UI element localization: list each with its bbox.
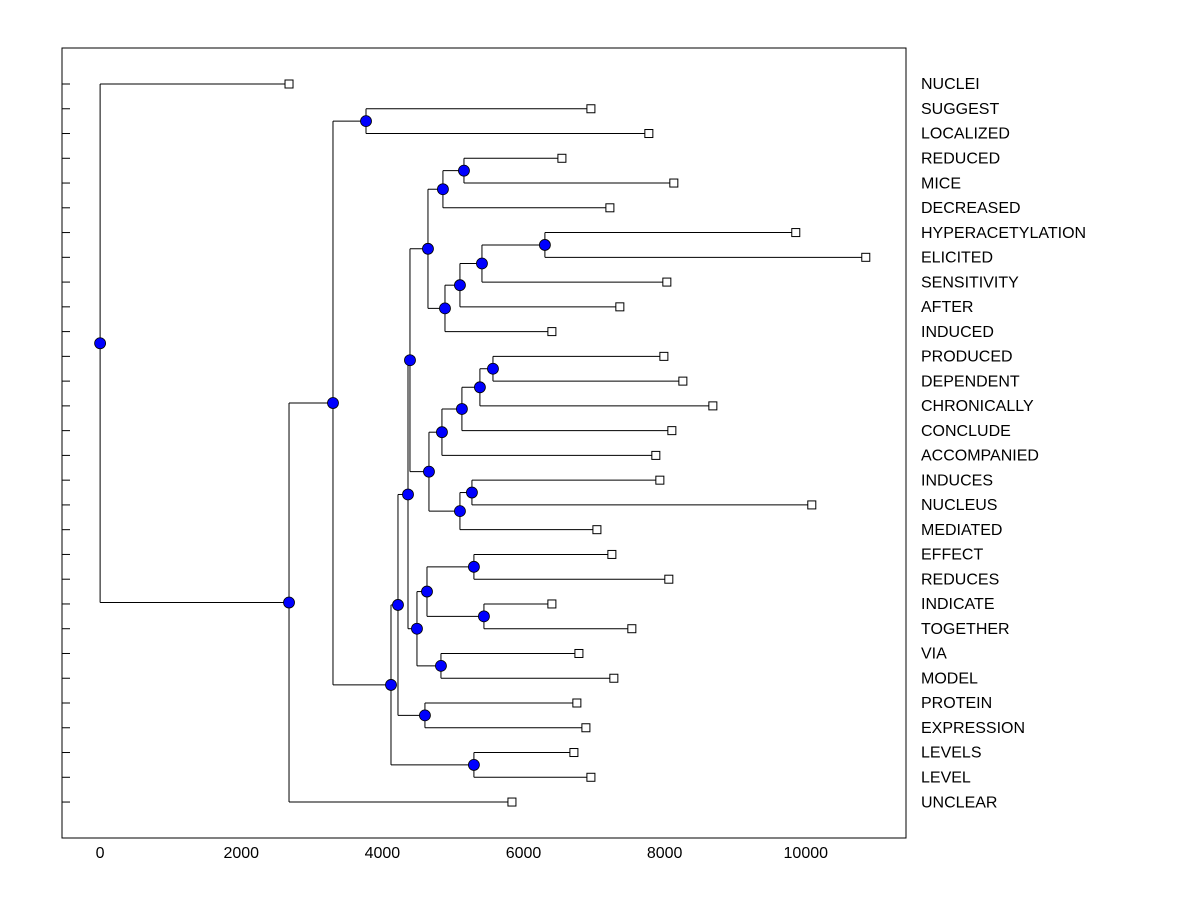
x-tick-label: 10000 — [784, 845, 829, 862]
leaf-marker — [592, 525, 602, 535]
leaf-marker — [644, 129, 654, 139]
leaf-label: SENSITIVITY — [921, 274, 1019, 291]
leaf-label: EFFECT — [921, 547, 983, 564]
leaf-label: LEVEL — [921, 769, 971, 786]
x-tick-label: 6000 — [506, 845, 542, 862]
leaf-marker — [861, 252, 871, 262]
leaf-label: INDUCED — [921, 324, 994, 341]
leaf-marker — [605, 203, 615, 213]
node — [283, 596, 295, 609]
leaf-marker — [607, 549, 617, 559]
leaf-marker — [659, 351, 669, 361]
leaf-label: HYPERACETYLATION — [921, 225, 1086, 242]
leaf-marker — [572, 698, 582, 708]
node — [454, 505, 466, 518]
leaf-marker — [807, 500, 817, 510]
leaf-marker — [581, 723, 591, 733]
leaf-marker — [547, 327, 557, 337]
leaf-marker — [284, 79, 294, 89]
leaf-marker — [609, 673, 619, 683]
x-tick-label: 2000 — [223, 845, 259, 862]
leaf-marker — [708, 401, 718, 411]
leaf-label: VIA — [921, 646, 947, 663]
leaf-marker — [586, 104, 596, 114]
leaf-label: INDICATE — [921, 596, 994, 613]
node — [437, 183, 449, 196]
node — [456, 403, 468, 415]
node — [94, 337, 107, 350]
node — [423, 465, 435, 478]
leaf-marker — [651, 450, 661, 460]
leaf-label: PRODUCED — [921, 349, 1013, 366]
node — [468, 560, 480, 573]
node — [422, 242, 434, 255]
node — [439, 302, 451, 315]
leaf-marker — [569, 748, 579, 758]
leaf-marker — [662, 277, 672, 287]
leaf-label: EXPRESSION — [921, 720, 1025, 737]
leaf-marker — [678, 376, 688, 386]
node — [421, 585, 433, 598]
leaf-label: PROTEIN — [921, 695, 992, 712]
leaf-label: DECREASED — [921, 200, 1021, 217]
leaf-label: REDUCED — [921, 150, 1000, 167]
node — [327, 397, 339, 409]
leaf-label: REDUCES — [921, 571, 999, 588]
node — [468, 759, 480, 771]
leaf-label: LEVELS — [921, 745, 981, 762]
node — [385, 679, 397, 691]
leaf-label: MODEL — [921, 670, 978, 687]
leaf-label: UNCLEAR — [921, 794, 997, 811]
node — [402, 488, 414, 501]
node — [436, 426, 448, 439]
node — [466, 486, 478, 499]
leaf-label: NUCLEUS — [921, 497, 997, 514]
leaf-marker — [664, 574, 674, 584]
node — [539, 239, 551, 251]
leaf-marker — [615, 302, 625, 312]
leaf-label: DEPENDENT — [921, 373, 1020, 390]
node — [360, 115, 372, 128]
leaf-label: CONCLUDE — [921, 423, 1011, 440]
node — [435, 659, 447, 672]
x-tick-label: 8000 — [647, 845, 683, 862]
node — [476, 257, 488, 270]
leaf-label: INDUCES — [921, 472, 993, 489]
node — [419, 709, 431, 722]
leaf-marker — [791, 228, 801, 238]
plot-frame — [61, 47, 907, 839]
leaf-marker — [547, 599, 557, 609]
node — [411, 622, 423, 635]
node — [454, 279, 466, 292]
leaf-label: ELICITED — [921, 250, 993, 267]
leaf-label: ACCOMPANIED — [921, 448, 1039, 465]
leaf-label: MICE — [921, 175, 961, 192]
leaf-label: AFTER — [921, 299, 973, 316]
node — [392, 599, 404, 611]
leaf-marker — [655, 475, 665, 485]
leaf-marker — [667, 426, 677, 436]
leaf-label: LOCALIZED — [921, 126, 1010, 143]
leaf-label: NUCLEI — [921, 76, 980, 93]
leaf-label: TOGETHER — [921, 621, 1010, 638]
leaf-marker — [627, 624, 637, 634]
leaf-marker — [669, 178, 679, 188]
leaf-marker — [574, 648, 584, 658]
node — [478, 610, 490, 623]
x-tick-label: 4000 — [365, 845, 401, 862]
leaf-label: SUGGEST — [921, 101, 999, 118]
leaf-marker — [557, 153, 567, 163]
x-tick-label: 0 — [96, 845, 105, 862]
leaf-marker — [586, 772, 596, 782]
node — [474, 381, 486, 394]
node — [487, 362, 499, 375]
leaf-label: CHRONICALLY — [921, 398, 1034, 415]
leaf-marker — [507, 797, 517, 807]
node — [404, 354, 416, 367]
node — [458, 164, 470, 177]
leaf-label: MEDIATED — [921, 522, 1002, 539]
